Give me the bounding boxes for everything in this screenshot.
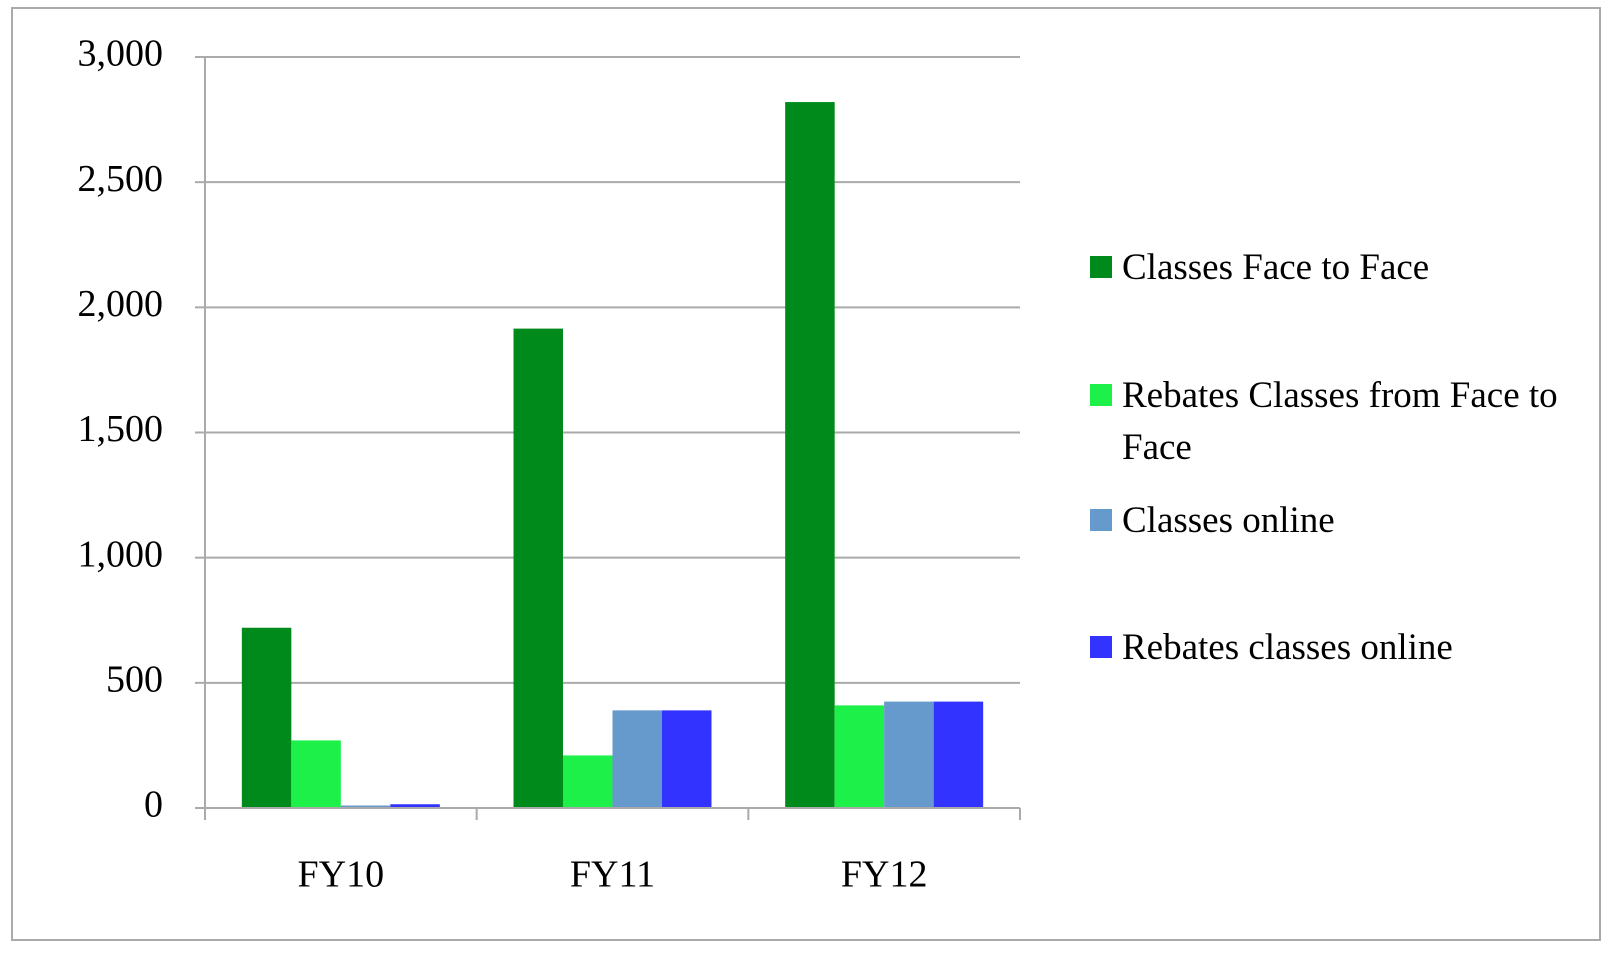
legend-label: Classes Face to Face	[1122, 247, 1430, 288]
x-tick-label: FY11	[570, 854, 655, 896]
y-tick-label: 3,000	[78, 33, 164, 75]
legend-item: Rebates Classes from Face to Face	[1090, 370, 1560, 474]
y-tick-label: 2,500	[78, 158, 164, 200]
bar	[612, 710, 662, 808]
bar	[241, 627, 292, 808]
y-tick-label: 1,000	[78, 533, 164, 575]
bar	[340, 805, 391, 808]
bar	[563, 755, 613, 808]
y-tick-label: 500	[106, 659, 163, 701]
bar	[884, 701, 934, 808]
legend-swatch	[1090, 256, 1112, 278]
y-tick-label: 1,500	[78, 408, 164, 450]
legend-swatch	[1090, 636, 1112, 658]
legend-label: Rebates Classes from Face to Face	[1122, 375, 1558, 468]
legend-label: Classes online	[1122, 500, 1335, 541]
chart-border	[11, 7, 1601, 941]
legend-swatch	[1090, 509, 1112, 531]
bar	[834, 705, 885, 808]
bar	[291, 740, 341, 808]
y-tick-label: 0	[144, 784, 163, 826]
legend-item: Classes online	[1090, 495, 1560, 547]
bar	[513, 328, 563, 808]
x-tick-label: FY10	[298, 854, 385, 896]
legend-swatch	[1090, 384, 1112, 406]
y-tick-label: 2,000	[78, 283, 164, 325]
bar	[390, 804, 440, 808]
legend-label: Rebates classes online	[1122, 627, 1453, 668]
legend-item: Classes Face to Face	[1090, 242, 1560, 294]
x-tick-label: FY12	[841, 854, 928, 896]
legend-item: Rebates classes online	[1090, 622, 1560, 674]
bar	[933, 701, 984, 808]
bar	[785, 102, 835, 808]
bar	[662, 710, 712, 808]
